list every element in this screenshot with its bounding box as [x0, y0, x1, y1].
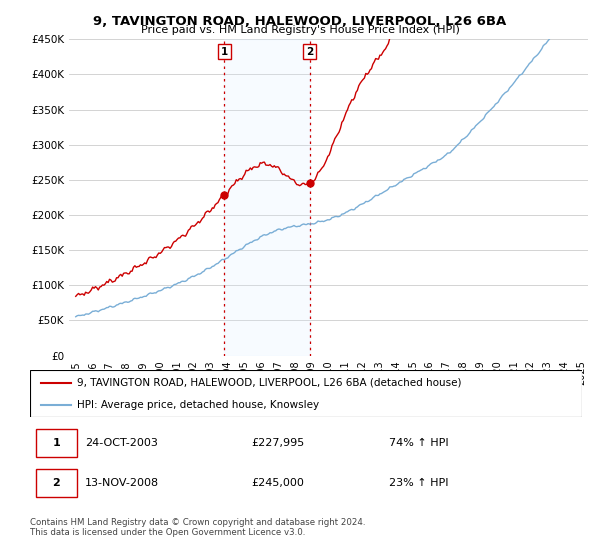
Text: Contains HM Land Registry data © Crown copyright and database right 2024.
This d: Contains HM Land Registry data © Crown c…	[30, 518, 365, 538]
Text: 1: 1	[52, 438, 60, 448]
FancyBboxPatch shape	[30, 370, 582, 417]
Text: 24-OCT-2003: 24-OCT-2003	[85, 438, 158, 448]
Text: 2: 2	[52, 478, 60, 488]
Text: 74% ↑ HPI: 74% ↑ HPI	[389, 438, 448, 448]
Text: £245,000: £245,000	[251, 478, 304, 488]
Text: HPI: Average price, detached house, Knowsley: HPI: Average price, detached house, Know…	[77, 400, 319, 410]
Bar	[224, 39, 310, 356]
Text: 13-NOV-2008: 13-NOV-2008	[85, 478, 160, 488]
Text: 1: 1	[221, 47, 228, 57]
Text: 9, TAVINGTON ROAD, HALEWOOD, LIVERPOOL, L26 6BA: 9, TAVINGTON ROAD, HALEWOOD, LIVERPOOL, …	[94, 15, 506, 27]
Text: 2: 2	[306, 47, 313, 57]
Text: 9, TAVINGTON ROAD, HALEWOOD, LIVERPOOL, L26 6BA (detached house): 9, TAVINGTON ROAD, HALEWOOD, LIVERPOOL, …	[77, 378, 461, 388]
Text: 23% ↑ HPI: 23% ↑ HPI	[389, 478, 448, 488]
FancyBboxPatch shape	[35, 469, 77, 497]
Text: £227,995: £227,995	[251, 438, 304, 448]
FancyBboxPatch shape	[35, 429, 77, 457]
Text: Price paid vs. HM Land Registry's House Price Index (HPI): Price paid vs. HM Land Registry's House …	[140, 25, 460, 35]
